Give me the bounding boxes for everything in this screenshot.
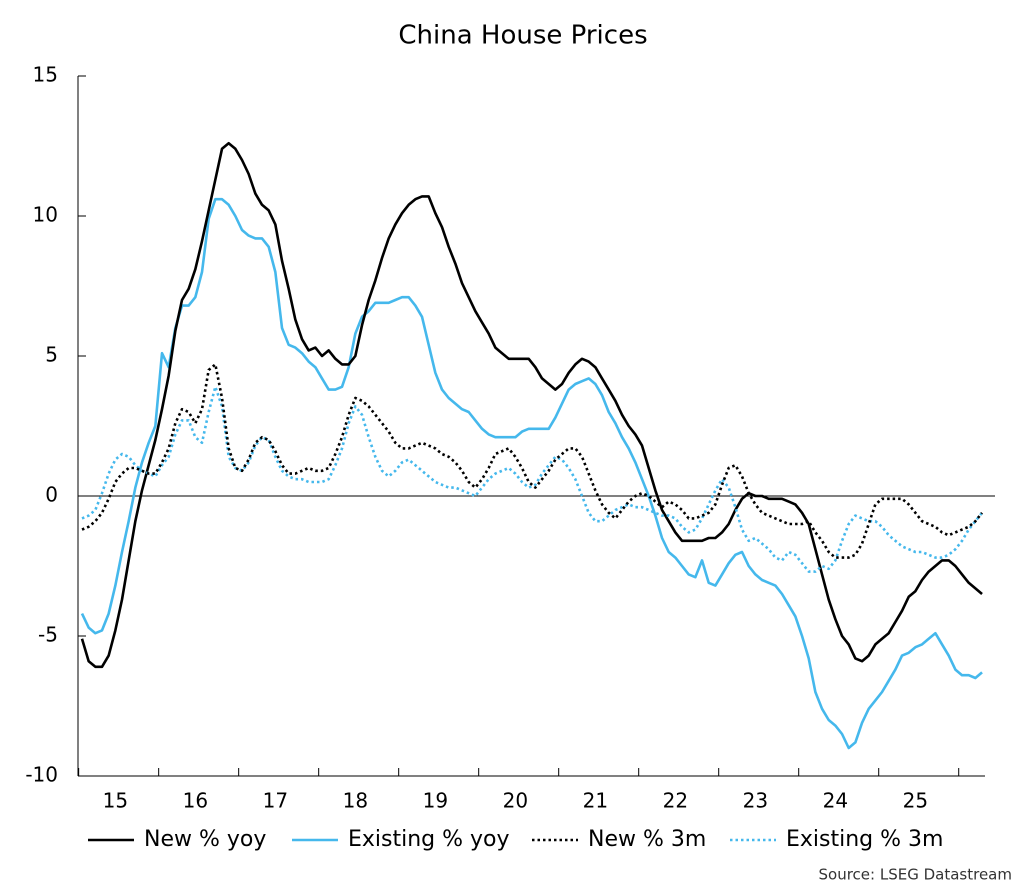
chart-title: China House Prices bbox=[398, 21, 647, 51]
x-tick-label: 21 bbox=[583, 789, 608, 813]
legend-label: Existing % 3m bbox=[786, 827, 943, 852]
x-tick-label: 23 bbox=[743, 789, 768, 813]
x-tick-label: 15 bbox=[103, 789, 128, 813]
y-tick-label: 10 bbox=[33, 203, 58, 227]
x-tick-label: 16 bbox=[183, 789, 208, 813]
series-line bbox=[81, 363, 984, 559]
x-tick-label: 22 bbox=[663, 789, 688, 813]
series-line bbox=[80, 197, 983, 750]
legend-label: New % yoy bbox=[144, 827, 266, 852]
y-tick-label: 5 bbox=[45, 343, 58, 367]
series-line bbox=[80, 141, 983, 669]
legend-label: New % 3m bbox=[588, 827, 706, 852]
y-tick-label: 0 bbox=[45, 483, 58, 507]
x-tick-label: 19 bbox=[423, 789, 448, 813]
series-line bbox=[81, 385, 984, 573]
legend-label: Existing % yoy bbox=[348, 827, 510, 852]
source-note: Source: LSEG Datastream bbox=[819, 866, 1012, 884]
x-tick-label: 17 bbox=[263, 789, 288, 813]
x-tick-label: 24 bbox=[823, 789, 848, 813]
y-tick-label: -5 bbox=[38, 623, 58, 647]
x-tick-label: 18 bbox=[343, 789, 368, 813]
x-tick-label: 20 bbox=[503, 789, 528, 813]
x-tick-label: 25 bbox=[903, 789, 928, 813]
y-tick-label: -10 bbox=[25, 763, 58, 787]
y-tick-label: 15 bbox=[33, 63, 58, 87]
